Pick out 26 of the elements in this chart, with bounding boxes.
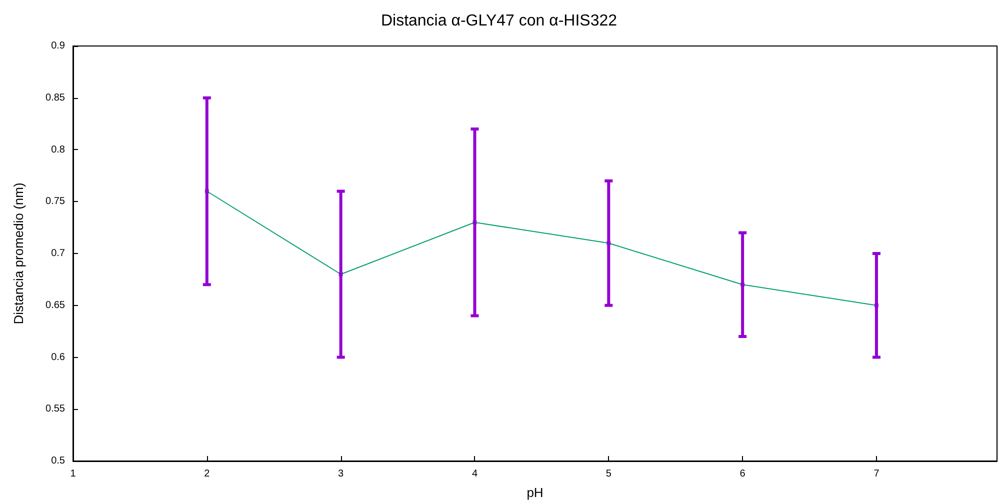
x-tick-label: 6	[740, 468, 746, 480]
x-tick-label: 3	[338, 468, 344, 480]
point	[740, 282, 745, 287]
y-tick-label: 0.65	[46, 300, 66, 311]
point	[874, 303, 878, 308]
point	[204, 189, 209, 194]
y-tick-label: 0.7	[51, 248, 66, 259]
x-tick-label: 4	[472, 468, 478, 480]
point	[472, 220, 477, 224]
chart-title: Distancia α-GLY47 con α-HIS322	[380, 12, 618, 30]
line-series	[206, 190, 877, 306]
y-tick-label: 0.9	[51, 40, 66, 52]
point	[338, 272, 343, 276]
y-axis-title: Distancia promedio (nm)	[11, 182, 26, 324]
y-tick-label: 0.75	[46, 196, 66, 208]
y-tick-label: 0.6	[51, 352, 66, 363]
y-tick-label: 0.55	[46, 404, 66, 415]
y-tick-label: 0.5	[51, 456, 66, 466]
x-tick-label: 5	[606, 468, 612, 480]
x-tick-label: 1	[70, 468, 76, 480]
y-tick-label: 0.85	[46, 92, 66, 104]
x-tick-label: 7	[874, 468, 880, 480]
y-tick-label: 0.8	[51, 144, 66, 156]
x-tick-label: 2	[204, 468, 210, 480]
point	[606, 241, 611, 246]
x-axis-title: pH	[526, 485, 544, 500]
